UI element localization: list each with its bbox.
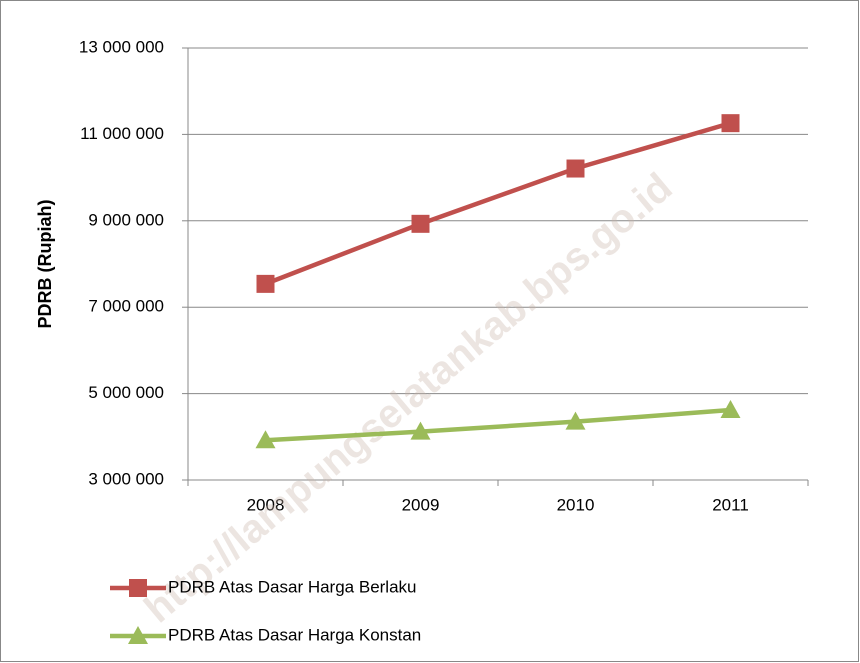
legend-label: PDRB Atas Dasar Harga Berlaku: [168, 577, 417, 596]
data-point: [721, 114, 740, 133]
data-point: [565, 411, 586, 430]
y-tick-label: 13 000 000: [79, 37, 164, 56]
y-tick-label: 3 000 000: [88, 469, 164, 488]
data-point: [255, 430, 276, 449]
x-tick-label: 2008: [247, 495, 285, 514]
data-point: [256, 274, 275, 293]
x-tick-label: 2009: [402, 495, 440, 514]
legend-marker: [129, 579, 147, 597]
y-tick-label: 11 000 000: [80, 124, 164, 143]
y-tick-label: 5 000 000: [88, 383, 164, 402]
data-point: [566, 159, 585, 178]
x-tick-label: 2010: [557, 495, 595, 514]
y-axis-label: PDRB (Rupiah): [35, 200, 55, 329]
y-tick-label: 9 000 000: [88, 210, 164, 229]
data-point: [410, 421, 431, 440]
data-point: [720, 400, 741, 419]
y-tick-label: 7 000 000: [88, 297, 164, 316]
x-tick-label: 2011: [712, 495, 749, 514]
series-line: [264, 121, 732, 286]
legend-label: PDRB Atas Dasar Harga Konstan: [168, 625, 421, 644]
legend-marker: [128, 626, 148, 644]
data-point: [411, 214, 430, 233]
series-line: [265, 407, 731, 443]
